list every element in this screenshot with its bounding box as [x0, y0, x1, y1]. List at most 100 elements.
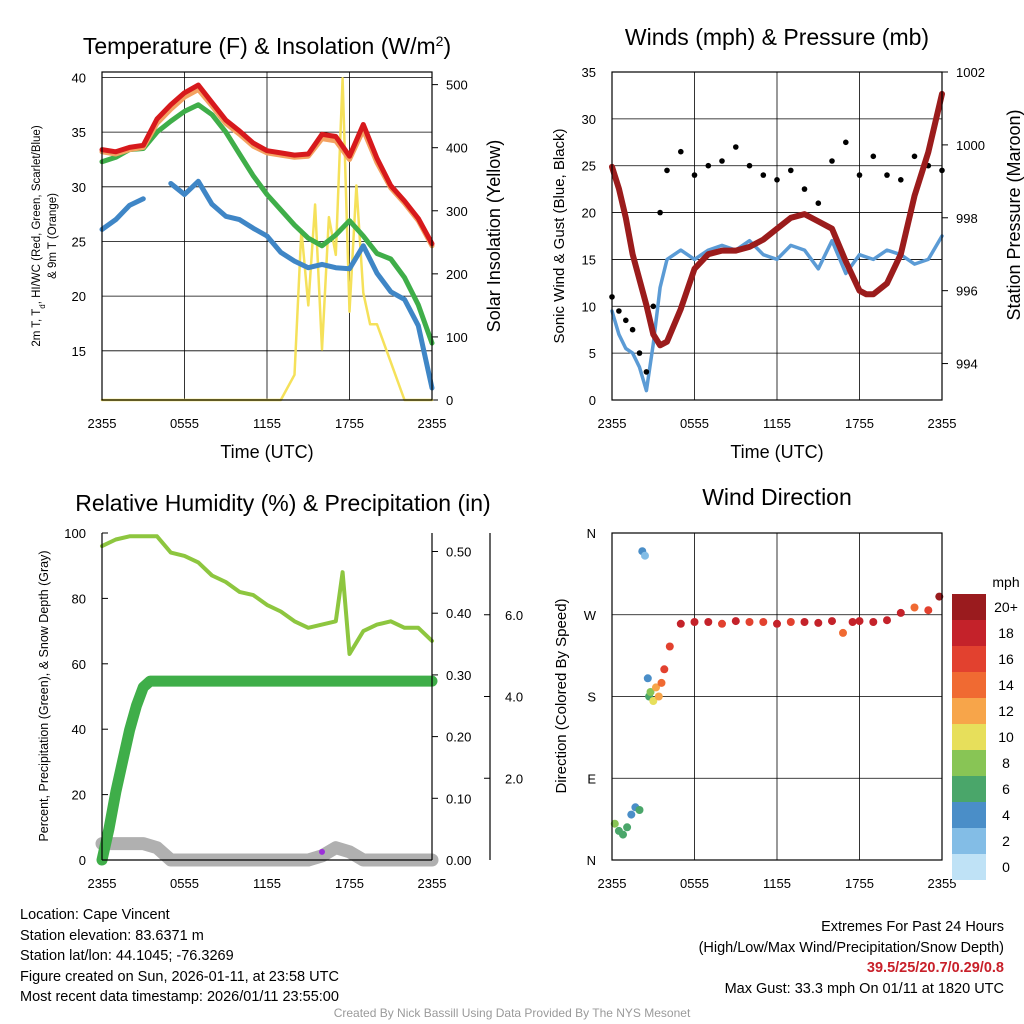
x-tick-label-wind-4: 2355 [928, 416, 957, 431]
x-tick-label-rh-4: 2355 [418, 876, 447, 891]
y-tick-label-rh-5: 100 [64, 526, 86, 541]
direction-point [643, 674, 652, 683]
latlon-text: Station lat/lon: 44.1045; -76.3269 [20, 948, 234, 964]
direction-point [745, 618, 754, 626]
legend-label-6: 8 [1002, 755, 1010, 771]
y2-tick-label-temp-1: 100 [446, 330, 468, 345]
y-axis-label-wind: Sonic Wind & Gust (Blue, Black) [551, 128, 568, 343]
legend-swatch-1 [952, 620, 986, 646]
x-tick-label-dir-1: 0555 [680, 876, 709, 891]
y2-tick-label-temp-3: 300 [446, 204, 468, 219]
gust-point [719, 158, 725, 164]
y-tick-label-wind-1: 5 [589, 346, 596, 361]
y-tick-label-wind-3: 15 [582, 252, 596, 267]
y2-tick-label-rh-0: 0.00 [446, 853, 471, 868]
y2-axis-label-temp: Solar Insolation (Yellow) [484, 140, 504, 332]
y-tick-label-dir-0: N [587, 853, 596, 868]
y-tick-label-rh-1: 20 [72, 788, 86, 803]
y-tick-label-rh-4: 80 [72, 591, 86, 606]
y3-tick-label-rh-2: 6.0 [505, 608, 523, 623]
legend-title: mph [992, 574, 1019, 590]
legend-label-5: 10 [998, 729, 1014, 745]
gust-point [705, 162, 712, 169]
y2-tick-label-rh-3: 0.30 [446, 668, 471, 683]
legend-label-3: 14 [998, 677, 1014, 693]
y-tick-label-rh-2: 40 [72, 722, 86, 737]
y-axis-label-temp: 2m T, Td, HI/WC (Red, Green, Scarlet/Blu… [31, 125, 47, 346]
gust-point [616, 308, 622, 314]
direction-point [759, 618, 768, 626]
gust-point [678, 148, 684, 155]
direction-point [814, 618, 823, 627]
direction-point [660, 665, 669, 674]
direction-point [773, 619, 781, 628]
y-tick-label-rh-0: 0 [79, 853, 86, 868]
direction-point [665, 642, 674, 651]
x-tick-label-temp-1: 0555 [170, 416, 199, 431]
y-tick-label-temp-2: 25 [72, 234, 86, 249]
y2-tick-label-wind-4: 1002 [956, 65, 985, 80]
gust-point [815, 200, 822, 206]
y2-tick-label-temp-0: 0 [446, 393, 453, 408]
plot-frame-winds [611, 71, 943, 401]
direction-point [848, 618, 857, 626]
gust-point [829, 158, 835, 164]
y2-tick-label-wind-3: 1000 [956, 138, 985, 153]
y-tick-label-wind-4: 20 [582, 206, 596, 221]
direction-point [646, 688, 655, 696]
y2-tick-label-temp-5: 500 [446, 78, 468, 93]
gust-point [856, 172, 863, 178]
y-axis-label-rh: Percent, Precipitation (Green), & Snow D… [37, 550, 51, 841]
direction-point [619, 830, 627, 839]
station-info: Location: Cape Vincent Station elevation… [20, 905, 339, 1008]
chart-title-wind-direction: Wind Direction [702, 484, 852, 510]
y2-tick-label-temp-4: 400 [446, 141, 468, 156]
direction-point [610, 819, 619, 828]
direction-point [731, 617, 740, 626]
gust-point [760, 172, 767, 178]
legend-label-4: 12 [998, 703, 1014, 719]
x-tick-label-rh-0: 2355 [88, 876, 117, 891]
series-line-relative-humidity [100, 534, 434, 656]
direction-point [654, 692, 663, 701]
direction-point [896, 608, 905, 617]
legend-swatch-2 [952, 646, 986, 672]
legend-swatch-5 [952, 724, 986, 750]
gust-point [843, 139, 849, 146]
legend-label-1: 18 [998, 625, 1014, 641]
legend-label-8: 4 [1002, 807, 1010, 823]
extremes-info: Extremes For Past 24 Hours (High/Low/Max… [699, 917, 1004, 999]
gust-point [788, 167, 794, 174]
x-tick-label-rh-2: 1155 [253, 876, 281, 891]
direction-point [623, 823, 632, 832]
x-tick-label-dir-4: 2355 [928, 876, 957, 891]
legend-label-9: 2 [1002, 833, 1010, 849]
elevation-text: Station elevation: 83.6371 m [20, 927, 204, 944]
x-tick-label-dir-2: 1155 [763, 876, 791, 891]
x-axis-label-temp: Time (UTC) [220, 442, 313, 462]
y-tick-label-temp-3: 30 [72, 180, 86, 195]
gust-point [657, 209, 663, 216]
y-tick-label-wind-5: 25 [582, 159, 596, 174]
chart-title-temperature: Temperature (F) & Insolation (W/m2) [83, 33, 451, 59]
series-line-hi-wc [99, 178, 435, 391]
gust-point [636, 350, 643, 356]
y-tick-label-wind-7: 35 [582, 65, 596, 80]
series-line-precipitation [96, 675, 438, 866]
max-gust-text: Max Gust: 33.3 mph On 01/11 at 1820 UTC [724, 980, 1004, 997]
x-tick-label-temp-4: 2355 [418, 416, 447, 431]
legend-swatch-4 [952, 698, 986, 724]
y3-tick-label-rh-0: 2.0 [505, 771, 523, 786]
x-tick-label-temp-2: 1155 [253, 416, 281, 431]
y2-tick-label-rh-2: 0.20 [446, 730, 471, 745]
direction-point [800, 618, 809, 626]
y2-tick-label-wind-0: 994 [956, 357, 978, 372]
extremes-subtitle: (High/Low/Max Wind/Precipitation/Snow De… [698, 939, 1004, 956]
y-tick-label-temp-4: 35 [72, 125, 86, 140]
gust-point [774, 177, 780, 183]
x-axis-label-wind: Time (UTC) [730, 442, 823, 462]
direction-point [855, 617, 864, 626]
series-line-sonic-wind [610, 234, 944, 393]
direction-point [828, 617, 836, 626]
